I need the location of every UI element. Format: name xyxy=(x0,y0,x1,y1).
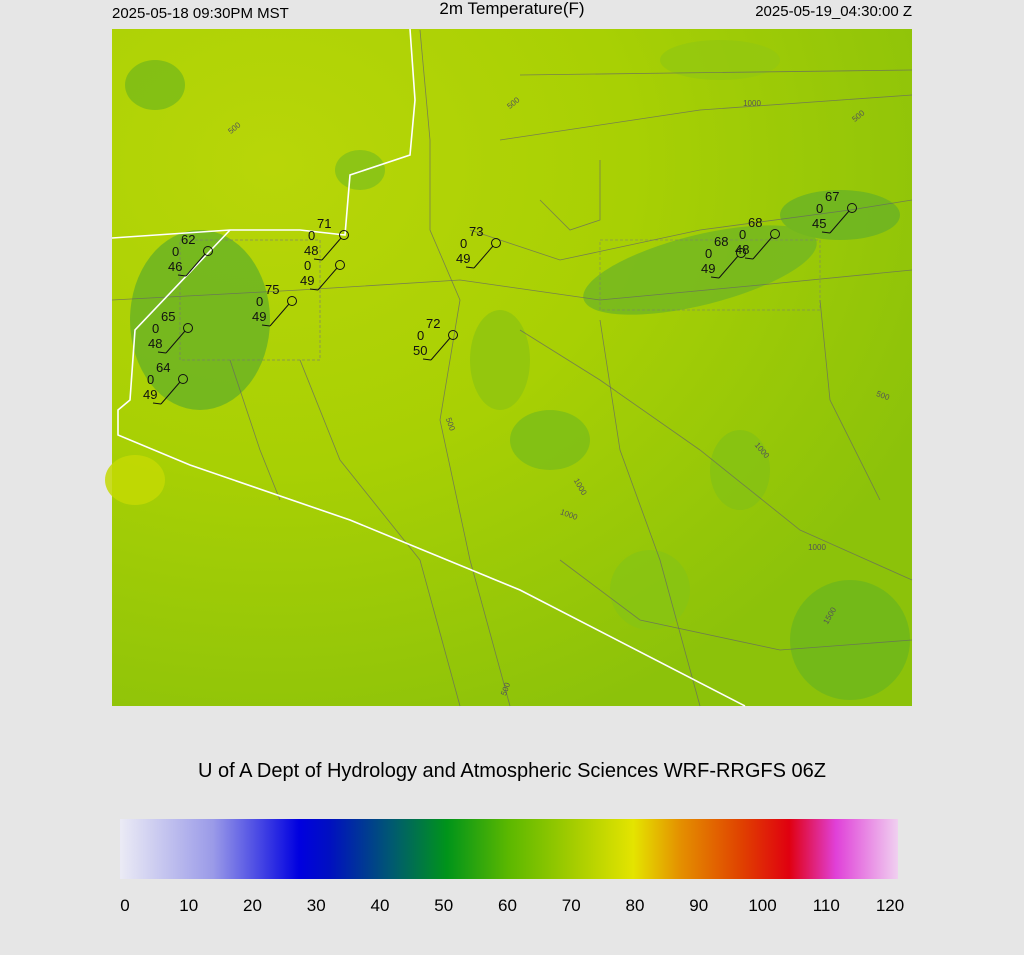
station-circle xyxy=(183,323,193,333)
station-temperature: 64 xyxy=(156,360,170,375)
wind-barb-tick xyxy=(710,276,720,279)
station-wind: 0 xyxy=(705,246,712,261)
wind-barb-tick xyxy=(309,288,319,291)
station-circle xyxy=(770,229,780,239)
station-temperature: 65 xyxy=(161,309,175,324)
header-left: 2025-05-18 09:30PM MST xyxy=(112,5,289,22)
station-dewpoint: 48 xyxy=(735,242,749,257)
station-dewpoint: 49 xyxy=(300,273,314,288)
colorbar-tick-label: 80 xyxy=(626,896,645,915)
colorbar-tick-label: 0 xyxy=(120,896,129,915)
station-wind: 0 xyxy=(739,227,746,242)
colorbar-tick-label: 110 xyxy=(813,896,840,915)
roads xyxy=(111,29,913,707)
station-wind: 0 xyxy=(147,372,154,387)
wind-barb-tick xyxy=(821,231,831,234)
colorbar-tick-label: 60 xyxy=(498,896,517,915)
wind-barb xyxy=(185,253,206,277)
station-wind: 0 xyxy=(460,236,467,251)
station-circle xyxy=(491,238,501,248)
wind-barb-tick xyxy=(177,274,187,277)
station-wind: 0 xyxy=(417,328,424,343)
map-title: 2m Temperature(F) xyxy=(439,0,584,18)
station-dewpoint: 49 xyxy=(143,387,157,402)
colorbar-tick-label: 30 xyxy=(307,896,326,915)
station-temperature: 67 xyxy=(825,189,839,204)
wind-barb-tick xyxy=(261,324,271,327)
colorbar-tick-label: 50 xyxy=(434,896,453,915)
station-circle xyxy=(178,374,188,384)
contour-label: 500 xyxy=(499,681,512,697)
colorbar-tick-label: 40 xyxy=(371,896,390,915)
wind-barb xyxy=(321,237,342,261)
station-wind: 0 xyxy=(256,294,263,309)
station-wind: 0 xyxy=(152,321,159,336)
station-dewpoint: 49 xyxy=(456,251,470,266)
station-circle xyxy=(448,330,458,340)
colorbar-tick-label: 100 xyxy=(748,896,776,915)
station-wind: 0 xyxy=(172,244,179,259)
station-dewpoint: 45 xyxy=(812,216,826,231)
wind-barb-tick xyxy=(422,358,432,361)
wind-barb-tick xyxy=(157,351,167,354)
wind-barb xyxy=(160,381,181,405)
station-dewpoint: 49 xyxy=(252,309,266,324)
station-wind: 0 xyxy=(304,258,311,273)
colorbar-tick-label: 20 xyxy=(243,896,262,915)
station-circle xyxy=(287,296,297,306)
map: 6204671048049750496504864049730497205068… xyxy=(105,28,913,707)
station-wind: 0 xyxy=(816,201,823,216)
colorbar-tick-label: 70 xyxy=(562,896,581,915)
colorbar xyxy=(120,819,898,879)
station-dewpoint: 46 xyxy=(168,259,182,274)
contour-label: 1000 xyxy=(808,543,826,552)
station-wind: 0 xyxy=(308,228,315,243)
station-temperature: 75 xyxy=(265,282,279,297)
wind-barb xyxy=(829,210,850,234)
wind-barb xyxy=(430,337,451,361)
station-temperature: 62 xyxy=(181,232,195,247)
wind-barb xyxy=(317,267,338,291)
wind-barb xyxy=(473,245,494,269)
colorbar-tick-label: 10 xyxy=(179,896,198,915)
station-dewpoint: 49 xyxy=(701,261,715,276)
boundaries xyxy=(111,28,746,707)
station-circle xyxy=(736,248,746,258)
wind-barb-tick xyxy=(744,257,754,260)
wind-barb-tick xyxy=(313,258,323,261)
station-circle xyxy=(339,230,349,240)
colorbar-tick-label: 90 xyxy=(689,896,708,915)
header-right: 2025-05-19_04:30:00 Z xyxy=(755,3,912,20)
contour-label: 500 xyxy=(875,389,891,402)
wind-barb xyxy=(165,330,186,354)
wind-barb-tick xyxy=(152,402,162,405)
temperature-shading xyxy=(105,40,910,700)
station-dewpoint: 48 xyxy=(148,336,162,351)
colorbar-ticks: 0 10 20 30 40 50 60 70 80 90 100 110 120 xyxy=(120,896,904,915)
station-temperature: 73 xyxy=(469,224,483,239)
station-circle xyxy=(335,260,345,270)
station-temperature: 68 xyxy=(748,215,762,230)
station-dewpoint: 48 xyxy=(304,243,318,258)
station-temperature: 71 xyxy=(317,216,331,231)
colorbar-tick-label: 120 xyxy=(876,896,904,915)
wind-barb xyxy=(718,255,739,279)
wind-barb-tick xyxy=(465,266,475,269)
credit: U of A Dept of Hydrology and Atmospheric… xyxy=(198,760,826,782)
station-circle xyxy=(847,203,857,213)
station-plots: 6204671048049750496504864049730497205068… xyxy=(143,189,857,405)
station-circle xyxy=(203,246,213,256)
wind-barb xyxy=(752,236,773,260)
station-temperature: 68 xyxy=(714,234,728,249)
station-temperature: 72 xyxy=(426,316,440,331)
station-dewpoint: 50 xyxy=(413,343,427,358)
contour-label: 1000 xyxy=(743,99,761,108)
wind-barb xyxy=(269,303,290,327)
contour-label: 500 xyxy=(444,416,457,432)
